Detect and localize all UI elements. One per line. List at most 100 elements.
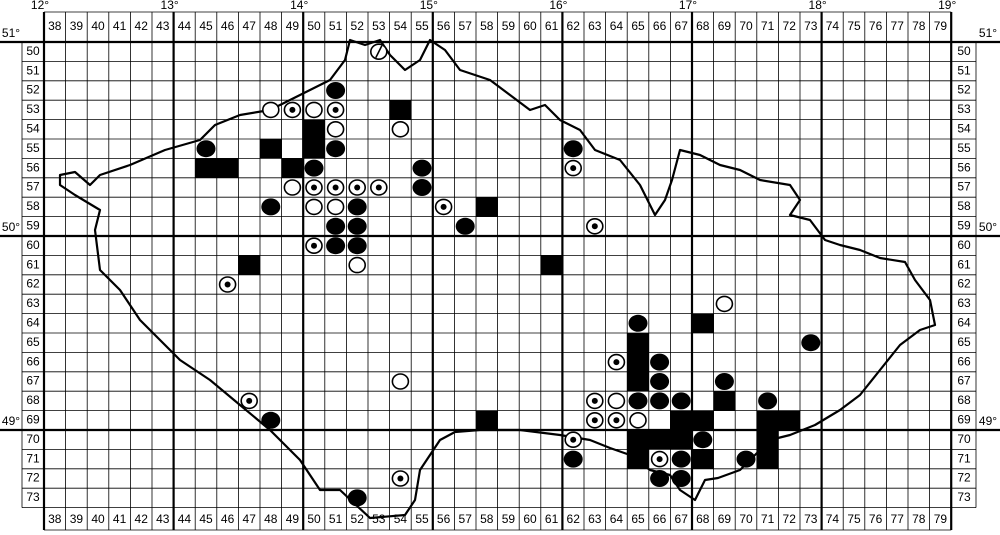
column-label: 50 (307, 19, 321, 33)
column-label: 42 (135, 19, 149, 33)
column-label: 64 (610, 19, 624, 33)
column-label: 59 (502, 19, 516, 33)
row-label: 66 (26, 354, 40, 368)
row-label: 57 (957, 180, 971, 194)
record-ring (715, 295, 734, 313)
record-square (648, 430, 671, 450)
column-label: 53 (372, 512, 386, 526)
column-label: 59 (502, 512, 516, 526)
record-dot (455, 217, 475, 235)
record-ring (348, 256, 367, 274)
record-target (326, 101, 345, 119)
column-label: 47 (243, 512, 257, 526)
record-target (348, 179, 367, 196)
row-label: 51 (26, 63, 40, 77)
column-label: 48 (264, 19, 278, 33)
record-dot (628, 314, 648, 332)
record-target (305, 179, 323, 196)
column-label: 55 (415, 19, 429, 33)
record-square (670, 410, 692, 430)
row-label: 73 (957, 490, 971, 504)
column-label: 73 (804, 512, 818, 526)
column-label: 47 (243, 19, 257, 33)
longitude-label: 17° (679, 0, 697, 12)
column-label: 40 (91, 512, 105, 526)
record-square (756, 430, 779, 450)
row-label: 50 (957, 44, 971, 58)
column-label: 54 (394, 19, 408, 33)
row-label: 54 (957, 121, 971, 135)
column-label: 56 (437, 19, 451, 33)
record-square (692, 449, 714, 469)
column-label: 62 (567, 512, 581, 526)
record-ring (305, 101, 323, 119)
record-ring (607, 392, 626, 410)
record-dot (628, 392, 648, 410)
column-label: 68 (696, 19, 710, 33)
longitude-label: 16° (549, 0, 567, 12)
row-label: 63 (957, 296, 971, 310)
column-label: 44 (178, 512, 192, 526)
record-square (692, 410, 714, 430)
column-label: 51 (329, 512, 343, 526)
row-label: 67 (957, 374, 971, 388)
record-ring (391, 121, 410, 138)
record-square (756, 410, 779, 430)
record-target (585, 218, 604, 235)
longitude-label: 13° (161, 0, 179, 12)
column-label: 43 (156, 19, 170, 33)
column-label: 65 (631, 19, 645, 33)
column-label: 79 (934, 512, 948, 526)
row-label: 63 (26, 296, 40, 310)
column-label: 50 (307, 512, 321, 526)
latitude-label: 51° (979, 26, 997, 40)
column-label: 71 (761, 512, 775, 526)
row-label: 64 (957, 315, 971, 329)
row-label: 58 (26, 199, 40, 213)
column-label: 76 (869, 512, 883, 526)
record-dot (347, 237, 367, 255)
record-dot (412, 179, 432, 196)
record-dot (347, 217, 367, 235)
latitude-label: 50° (2, 220, 20, 234)
column-label: 56 (437, 512, 451, 526)
record-slashed (369, 43, 388, 61)
record-target (305, 237, 323, 254)
column-label: 40 (91, 19, 105, 33)
column-label: 49 (286, 512, 300, 526)
record-square (627, 430, 649, 450)
column-label: 66 (653, 19, 667, 33)
column-label: 78 (912, 512, 926, 526)
column-label: 46 (221, 19, 235, 33)
record-dot (650, 353, 670, 371)
record-dot (650, 392, 670, 410)
column-label: 77 (891, 19, 905, 33)
record-square (692, 313, 714, 333)
column-label: 77 (891, 512, 905, 526)
record-square (303, 119, 325, 139)
record-ring (261, 101, 280, 119)
row-label: 55 (957, 141, 971, 155)
latitude-label: 49° (2, 414, 20, 428)
record-dot (563, 140, 583, 158)
row-label: 61 (26, 257, 40, 271)
record-square (756, 449, 779, 469)
record-target (326, 179, 345, 196)
row-label: 69 (957, 412, 971, 426)
column-label: 67 (675, 512, 689, 526)
record-dot (326, 140, 346, 158)
record-square (389, 100, 412, 120)
column-label: 63 (588, 512, 602, 526)
column-label: 60 (523, 512, 537, 526)
record-dot (671, 450, 691, 468)
column-label: 78 (912, 19, 926, 33)
record-square (670, 430, 692, 450)
column-label: 53 (372, 19, 386, 33)
row-label: 59 (26, 218, 40, 232)
row-label: 60 (26, 238, 40, 252)
record-dot (671, 392, 691, 410)
record-square (260, 139, 282, 159)
record-dot (326, 82, 346, 99)
row-label: 53 (957, 102, 971, 116)
